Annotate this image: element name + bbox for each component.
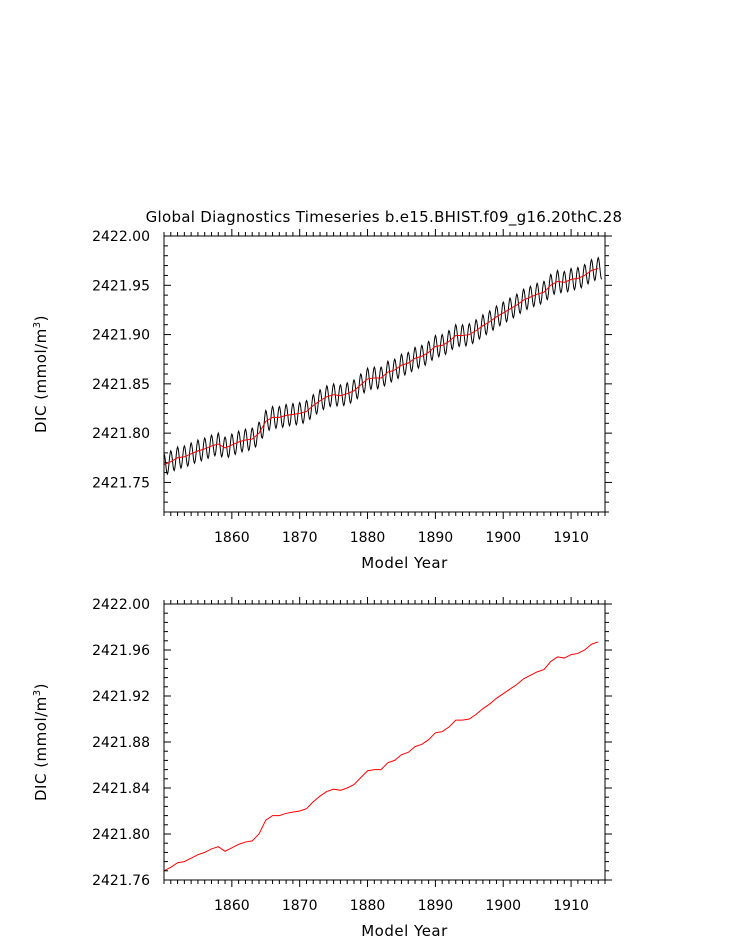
x-axis-title: Model Year: [361, 554, 448, 572]
bottom-chart: 1860 1870 1880 1890 1900 1910 2421.76 2421.80 24…: [32, 597, 612, 940]
y-tick-label: 2421.75: [92, 475, 150, 491]
x-axis-title: Model Year: [361, 922, 448, 940]
x-tick-label: 1900: [485, 898, 521, 914]
x-tick-label: 1870: [282, 898, 318, 914]
y-tick-label: 2421.96: [92, 643, 150, 659]
plot-frame: [163, 603, 606, 881]
chart-title: Global Diagnostics Timeseries b.e15.BHIS…: [146, 208, 623, 227]
y-tick-label: 2421.76: [92, 873, 150, 889]
series-line-annual-mean: [164, 641, 599, 872]
x-tick-label: 1870: [282, 530, 318, 546]
x-tick-label: 1900: [485, 530, 521, 546]
y-tick-label: 2421.88: [92, 735, 150, 751]
x-tick-label: 1890: [418, 898, 454, 914]
series-line-monthly: [164, 256, 603, 476]
y-tick-label: 2422.00: [92, 597, 150, 613]
plot-frame: [163, 235, 606, 513]
series-line-annual-mean: [164, 268, 599, 466]
y-tick-label: 2421.90: [92, 328, 150, 344]
x-tick-label: 1860: [214, 898, 250, 914]
x-tick-label: 1880: [350, 898, 386, 914]
y-axis-title: DIC (mmol/m3): [32, 683, 50, 801]
x-tick-label: 1860: [214, 530, 250, 546]
y-tick-label: 2421.95: [92, 278, 150, 294]
y-axis-title: DIC (mmol/m3): [32, 315, 50, 433]
x-tick-label: 1910: [553, 530, 589, 546]
y-tick-label: 2421.84: [92, 781, 150, 797]
y-tick-label: 2421.92: [92, 689, 150, 705]
top-chart: 1860 1870 1880 1890 1900 1910 2421.75 2421.80 24…: [32, 229, 612, 572]
x-tick-label: 1890: [418, 530, 454, 546]
y-tick-label: 2421.80: [92, 827, 150, 843]
y-tick-label: 2421.85: [92, 377, 150, 393]
y-tick-label: 2421.80: [92, 426, 150, 442]
x-tick-label: 1880: [350, 530, 386, 546]
x-tick-label: 1910: [553, 898, 589, 914]
y-tick-label: 2422.00: [92, 229, 150, 245]
